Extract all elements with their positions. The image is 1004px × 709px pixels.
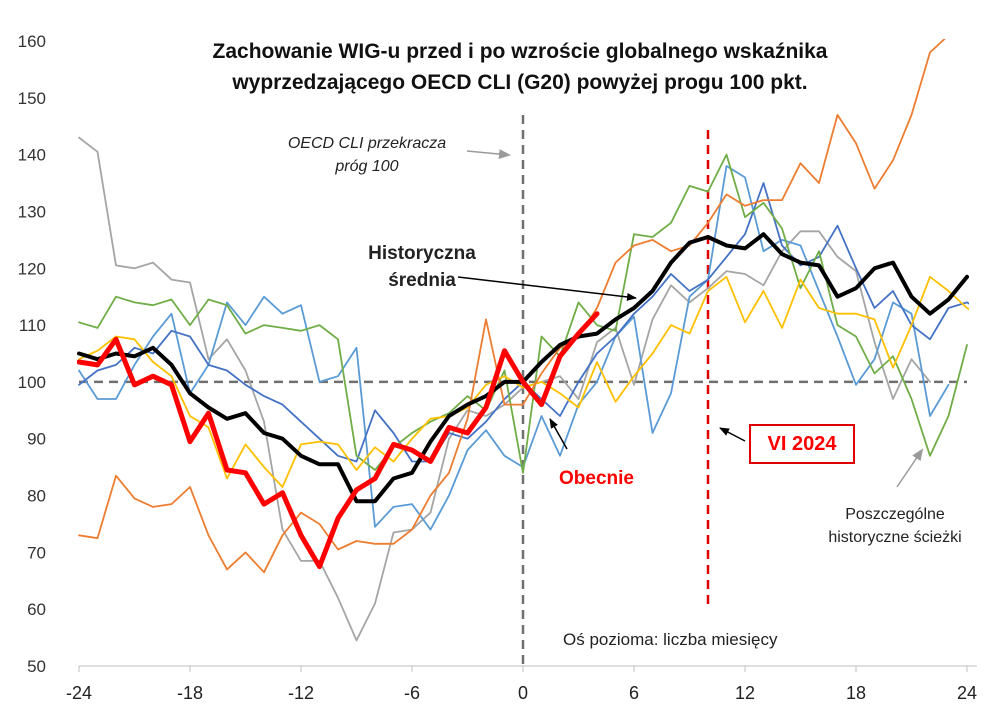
series-line-ścieżka-szara — [78, 136, 931, 642]
chart-title-line-2: wyprzedzającego OECD CLI (G20) powyżej p… — [232, 71, 808, 94]
x-tick-label: 12 — [735, 683, 755, 703]
current-arrow — [549, 418, 568, 450]
average-line-2: średnia — [388, 270, 456, 291]
cli-cross-line-1: OECD CLI przekracza — [287, 135, 447, 152]
series-line-ścieżka-pomarańczowa — [78, 39, 946, 574]
x-tick-label: -6 — [404, 683, 420, 703]
cli-cross-line-2: próg 100 — [335, 158, 399, 175]
x-tick-label: -18 — [177, 683, 203, 703]
x-axis-note: Oś pozioma: liczba miesięcy — [563, 630, 778, 649]
series-line-ścieżka-jasnoniebieska — [78, 165, 950, 531]
series-line-ścieżka-ciemnoniebieska — [78, 182, 969, 463]
y-tick-label: 50 — [27, 657, 46, 676]
x-tick-label: 24 — [957, 683, 977, 703]
current-annotation: Obecnie — [559, 468, 634, 489]
vi-2024-box: VI 2024 — [749, 424, 855, 464]
x-tick-label: 18 — [846, 683, 866, 703]
y-tick-label: 80 — [27, 487, 46, 506]
chart-title-line-1: Zachowanie WIG-u przed i po wzroście glo… — [212, 40, 828, 63]
paths-line-1: Poszczególne — [845, 506, 945, 523]
annotation-arrows — [457, 149, 924, 488]
average-line-1: Historyczna — [368, 243, 476, 264]
series-line-obecnie — [77, 311, 600, 570]
reference-lines — [79, 115, 967, 666]
x-tick-label: -12 — [288, 683, 314, 703]
series-line-ścieżka-zielona — [78, 153, 968, 474]
paths-arrow — [896, 448, 924, 488]
paths-annotation: Poszczególne historyczne ścieżki — [800, 503, 990, 549]
series-line-ścieżka-żółta — [78, 275, 969, 488]
series-layer — [77, 39, 969, 642]
y-tick-label: 150 — [18, 89, 46, 108]
vi-2024-label: VI 2024 — [767, 432, 837, 455]
y-tick-label: 100 — [18, 373, 46, 392]
average-arrow — [457, 276, 637, 301]
cli-cross-annotation: OECD CLI przekracza próg 100 — [272, 132, 462, 178]
paths-line-2: historyczne ścieżki — [828, 529, 962, 546]
cli-cross-arrow — [466, 149, 511, 160]
y-tick-label: 120 — [18, 259, 46, 278]
y-tick-label: 60 — [27, 600, 46, 619]
y-tick-label: 140 — [18, 146, 46, 165]
y-tick-label: 90 — [27, 430, 46, 449]
x-tick-label: 6 — [629, 683, 639, 703]
y-tick-label: 110 — [19, 316, 46, 335]
x-tick-label: -24 — [66, 683, 92, 703]
y-tick-label: 130 — [18, 202, 46, 221]
vi-2024-arrow — [719, 427, 746, 442]
x-tick-label: 0 — [518, 683, 528, 703]
y-tick-label: 160 — [18, 32, 46, 51]
y-tick-label: 70 — [27, 543, 46, 562]
average-annotation: Historyczna średnia — [352, 240, 492, 294]
